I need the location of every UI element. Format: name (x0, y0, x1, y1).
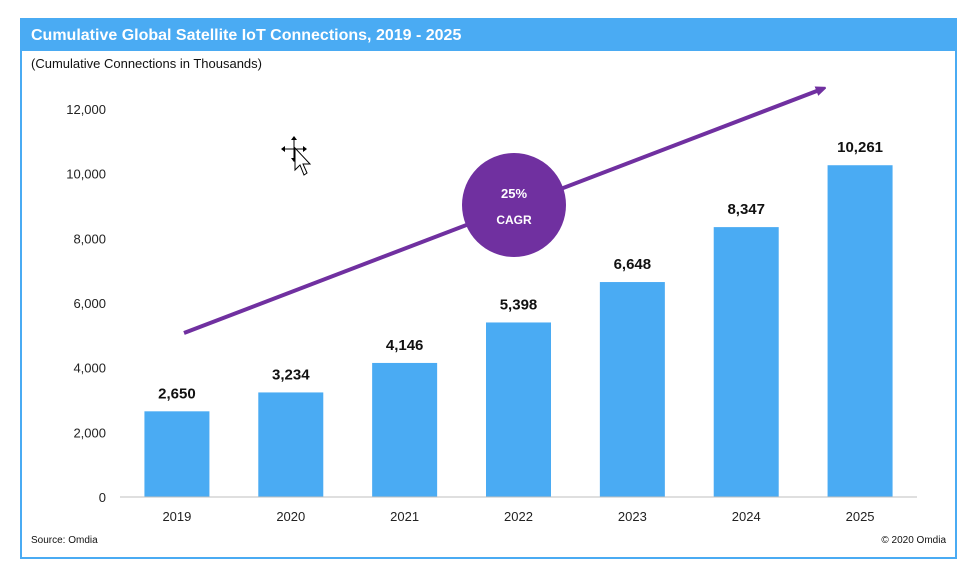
bar-2025 (827, 165, 893, 497)
x-tick-label: 2024 (732, 509, 761, 524)
y-tick-label: 10,000 (66, 167, 106, 182)
y-tick-label: 2,000 (73, 425, 106, 440)
y-tick-label: 6,000 (73, 296, 106, 311)
y-tick-label: 0 (99, 490, 106, 505)
cagr-label: CAGR (496, 213, 532, 227)
move-cursor-icon (281, 136, 312, 176)
y-tick-label: 12,000 (66, 102, 106, 117)
copyright-note: © 2020 Omdia (881, 535, 946, 546)
data-label: 5,398 (500, 296, 538, 313)
bars-group (144, 165, 893, 498)
x-axis: 2019 2020 2021 2022 2023 2024 2025 (162, 509, 874, 524)
bar-2023 (599, 282, 665, 497)
bar-2024 (713, 227, 779, 498)
bar-2021 (372, 362, 438, 497)
data-label: 2,650 (158, 385, 196, 402)
y-tick-label: 4,000 (73, 361, 106, 376)
x-tick-label: 2020 (276, 509, 305, 524)
data-label: 6,648 (614, 256, 652, 273)
y-axis: 0 2,000 4,000 6,000 8,000 10,000 12,000 (66, 102, 106, 505)
x-tick-label: 2022 (504, 509, 533, 524)
data-label: 4,146 (386, 337, 424, 354)
chart-title: Cumulative Global Satellite IoT Connecti… (22, 20, 955, 51)
x-tick-label: 2025 (846, 509, 875, 524)
x-tick-label: 2023 (618, 509, 647, 524)
data-label: 8,347 (727, 201, 765, 218)
chart-subtitle: (Cumulative Connections in Thousands) (31, 56, 262, 71)
source-note: Source: Omdia (31, 535, 98, 546)
x-tick-label: 2021 (390, 509, 419, 524)
cagr-circle (462, 153, 566, 257)
data-labels: 2,650 3,234 4,146 5,398 6,648 8,347 10,261 (158, 139, 883, 402)
bar-2022 (486, 322, 551, 497)
data-label: 10,261 (837, 139, 883, 156)
x-tick-label: 2019 (162, 509, 191, 524)
y-tick-label: 8,000 (73, 231, 106, 246)
cagr-value: 25% (501, 186, 527, 201)
data-label: 3,234 (272, 366, 310, 383)
bar-2019 (144, 411, 210, 497)
bar-2020 (258, 392, 324, 497)
